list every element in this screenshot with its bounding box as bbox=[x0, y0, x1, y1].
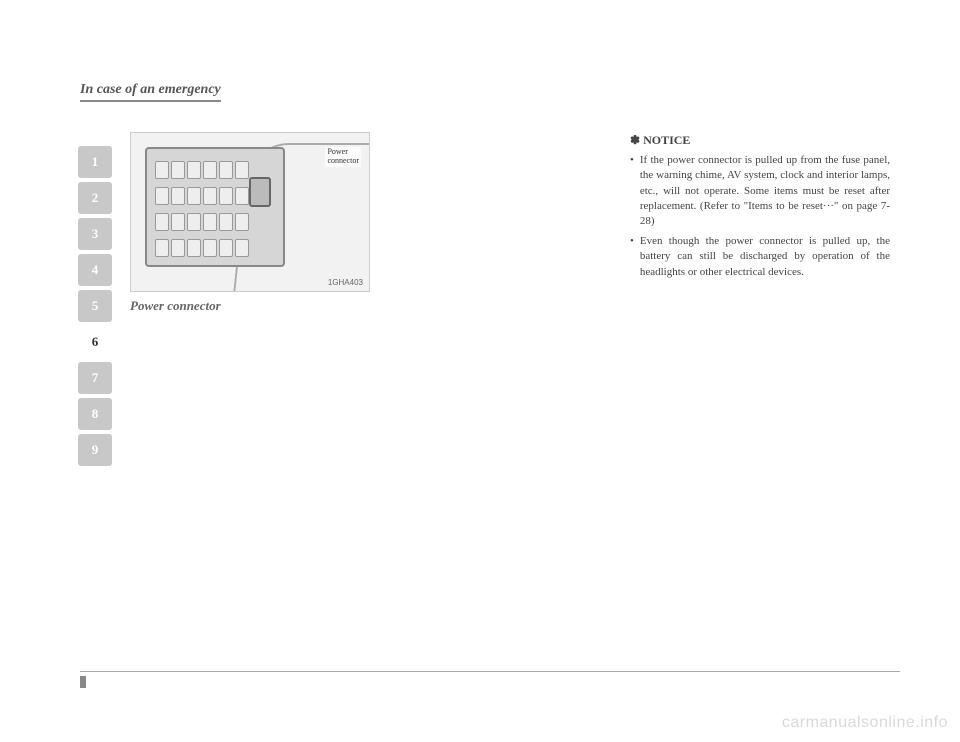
power-connector-icon bbox=[249, 177, 271, 207]
content-row: Power connector 1GHA403 Power connector … bbox=[80, 132, 900, 314]
notice-bullet: If the power connector is pulled up from… bbox=[630, 153, 890, 230]
tab-6[interactable]: 6 bbox=[78, 326, 112, 358]
tab-8[interactable]: 8 bbox=[78, 398, 112, 430]
callout-line1: Power bbox=[327, 147, 347, 156]
notice-column: NOTICE If the power connector is pulled … bbox=[630, 132, 890, 314]
fuse-panel bbox=[145, 147, 285, 267]
tab-5[interactable]: 5 bbox=[78, 290, 112, 322]
page-marker bbox=[80, 676, 86, 688]
chapter-tabs: 1 2 3 4 5 6 7 8 9 bbox=[78, 146, 112, 470]
figure-column: Power connector 1GHA403 Power connector bbox=[130, 132, 390, 314]
fuse-row bbox=[155, 239, 255, 259]
tab-7[interactable]: 7 bbox=[78, 362, 112, 394]
notice-bullet: Even though the power connector is pulle… bbox=[630, 234, 890, 280]
notice-text: If the power connector is pulled up from… bbox=[640, 153, 890, 230]
callout-line2: connector bbox=[327, 156, 359, 165]
footer-rule bbox=[80, 671, 900, 672]
tab-3[interactable]: 3 bbox=[78, 218, 112, 250]
figure-code: 1GHA403 bbox=[328, 278, 363, 287]
watermark: carmanualsonline.info bbox=[782, 714, 948, 732]
fuse-row bbox=[155, 161, 255, 181]
notice-heading: NOTICE bbox=[630, 132, 890, 149]
fuse-row bbox=[155, 213, 255, 233]
tab-1[interactable]: 1 bbox=[78, 146, 112, 178]
tab-4[interactable]: 4 bbox=[78, 254, 112, 286]
figure-callout: Power connector bbox=[325, 147, 361, 167]
tab-2[interactable]: 2 bbox=[78, 182, 112, 214]
section-title: In case of an emergency bbox=[80, 82, 221, 102]
fuse-row bbox=[155, 187, 255, 207]
figure-caption: Power connector bbox=[130, 298, 390, 314]
page: In case of an emergency 1 2 3 4 5 6 7 8 … bbox=[80, 80, 900, 702]
figure-power-connector: Power connector 1GHA403 bbox=[130, 132, 370, 292]
tab-9[interactable]: 9 bbox=[78, 434, 112, 466]
notice-text: Even though the power connector is pulle… bbox=[640, 234, 890, 280]
